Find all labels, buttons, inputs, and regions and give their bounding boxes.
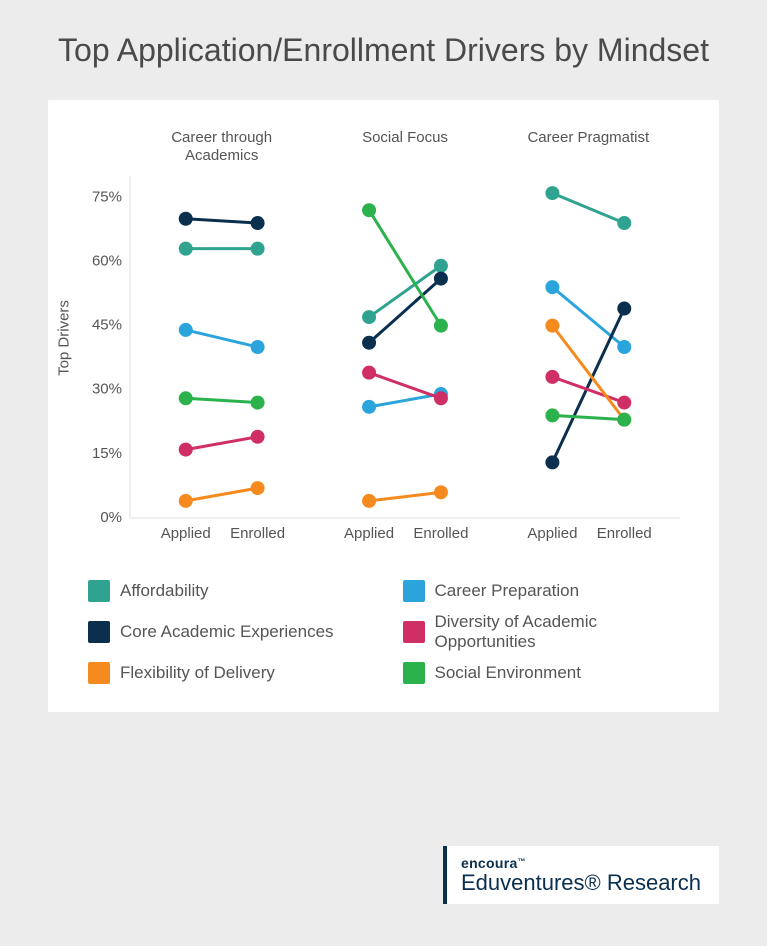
panel-title: Academics — [185, 147, 258, 164]
series-affordability-marker — [251, 242, 265, 256]
legend-item: Flexibility of Delivery — [88, 662, 383, 684]
x-tick-label: Enrolled — [413, 525, 468, 542]
legend-label: Core Academic Experiences — [120, 622, 334, 642]
x-tick-label: Applied — [161, 525, 211, 542]
series-core_acad-segment — [552, 309, 624, 463]
brand-badge: encoura™ Eduventures® Research — [443, 846, 719, 904]
series-core_acad-segment — [186, 219, 258, 223]
legend-swatch — [88, 621, 110, 643]
legend-label: Affordability — [120, 581, 209, 601]
series-career_prep-marker — [545, 280, 559, 294]
series-affordability-marker — [617, 216, 631, 230]
series-social_env-segment — [186, 398, 258, 402]
series-social_env-marker — [251, 396, 265, 410]
series-affordability-marker — [362, 310, 376, 324]
legend-swatch — [88, 580, 110, 602]
chart-legend: Affordability Career Preparation Core Acad… — [70, 580, 697, 684]
series-diversity_acad-segment — [552, 377, 624, 403]
y-tick-label: 75% — [92, 188, 122, 205]
series-core_acad-marker — [617, 302, 631, 316]
legend-swatch — [403, 580, 425, 602]
series-diversity_acad-segment — [369, 373, 441, 399]
legend-label: Diversity of Academic Opportunities — [435, 612, 698, 652]
chart-card: Top Drivers 0% 15% 30% 45% 60% 75% Career thro… — [48, 100, 719, 712]
legend-swatch — [403, 662, 425, 684]
legend-label: Career Preparation — [435, 581, 580, 601]
y-tick-label: 0% — [100, 509, 122, 526]
series-career_prep-marker — [179, 323, 193, 337]
series-flex_delivery-segment — [369, 492, 441, 501]
series-flex_delivery-marker — [434, 485, 448, 499]
panel-title: Career Pragmatist — [527, 129, 650, 146]
legend-item: Affordability — [88, 580, 383, 602]
chart-wrap: Top Drivers 0%15%30%45%60%75%Career thro… — [70, 128, 697, 548]
series-affordability-segment — [552, 193, 624, 223]
series-diversity_acad-marker — [362, 366, 376, 380]
brand-line2: Eduventures® Research — [461, 871, 701, 894]
legend-swatch — [88, 662, 110, 684]
series-core_acad-marker — [434, 272, 448, 286]
legend-item: Social Environment — [403, 662, 698, 684]
series-diversity_acad-marker — [434, 391, 448, 405]
series-career_prep-marker — [362, 400, 376, 414]
x-tick-label: Enrolled — [597, 525, 652, 542]
legend-label: Social Environment — [435, 663, 581, 683]
x-tick-label: Enrolled — [230, 525, 285, 542]
series-affordability-marker — [434, 259, 448, 273]
y-tick-label: 15% — [92, 445, 122, 462]
series-social_env-marker — [545, 408, 559, 422]
series-flex_delivery-marker — [362, 494, 376, 508]
series-social_env-marker — [362, 203, 376, 217]
series-career_prep-segment — [186, 330, 258, 347]
series-affordability-marker — [179, 242, 193, 256]
x-tick-label: Applied — [527, 525, 577, 542]
legend-swatch — [403, 621, 425, 643]
series-social_env-marker — [179, 391, 193, 405]
brand-line1: encoura™ — [461, 856, 701, 871]
series-diversity_acad-marker — [545, 370, 559, 384]
series-core_acad-marker — [179, 212, 193, 226]
drivers-chart: 0% 15% 30% 45% 60% 75% Career throughAcademics… — [70, 128, 690, 548]
y-tick-label: 45% — [92, 317, 122, 334]
series-diversity_acad-segment — [186, 437, 258, 450]
series-social_env-segment — [552, 415, 624, 419]
panel-title: Social Focus — [362, 129, 448, 146]
series-affordability-marker — [545, 186, 559, 200]
series-flex_delivery-segment — [186, 488, 258, 501]
series-career_prep-marker — [617, 340, 631, 354]
series-flex_delivery-marker — [251, 481, 265, 495]
series-diversity_acad-marker — [251, 430, 265, 444]
legend-item: Diversity of Academic Opportunities — [403, 612, 698, 652]
series-core_acad-marker — [545, 455, 559, 469]
panel-title: Career through — [171, 129, 272, 146]
series-diversity_acad-marker — [179, 443, 193, 457]
legend-item: Core Academic Experiences — [88, 612, 383, 652]
series-social_env-marker — [434, 319, 448, 333]
series-core_acad-marker — [362, 336, 376, 350]
y-tick-label: 30% — [92, 381, 122, 398]
series-flex_delivery-marker — [545, 319, 559, 333]
legend-item: Career Preparation — [403, 580, 698, 602]
legend-label: Flexibility of Delivery — [120, 663, 275, 683]
y-axis-label: Top Drivers — [56, 300, 73, 376]
y-tick-label: 60% — [92, 252, 122, 269]
series-diversity_acad-marker — [617, 396, 631, 410]
series-core_acad-marker — [251, 216, 265, 230]
x-tick-label: Applied — [344, 525, 394, 542]
series-career_prep-marker — [251, 340, 265, 354]
page-title: Top Application/Enrollment Drivers by Mi… — [0, 0, 767, 90]
series-social_env-marker — [617, 413, 631, 427]
series-flex_delivery-marker — [179, 494, 193, 508]
